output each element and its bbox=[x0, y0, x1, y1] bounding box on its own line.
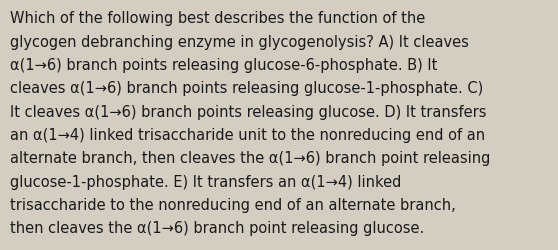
Text: Which of the following best describes the function of the: Which of the following best describes th… bbox=[10, 11, 425, 26]
Text: alternate branch, then cleaves the α(1→6) branch point releasing: alternate branch, then cleaves the α(1→6… bbox=[10, 151, 490, 166]
Text: an α(1→4) linked trisaccharide unit to the nonreducing end of an: an α(1→4) linked trisaccharide unit to t… bbox=[10, 128, 485, 142]
Text: trisaccharide to the nonreducing end of an alternate branch,: trisaccharide to the nonreducing end of … bbox=[10, 197, 456, 212]
Text: glycogen debranching enzyme in glycogenolysis? A) It cleaves: glycogen debranching enzyme in glycogeno… bbox=[10, 34, 469, 50]
Text: cleaves α(1→6) branch points releasing glucose-1-phosphate. C): cleaves α(1→6) branch points releasing g… bbox=[10, 81, 483, 96]
Text: glucose-1-phosphate. E) It transfers an α(1→4) linked: glucose-1-phosphate. E) It transfers an … bbox=[10, 174, 401, 189]
Text: It cleaves α(1→6) branch points releasing glucose. D) It transfers: It cleaves α(1→6) branch points releasin… bbox=[10, 104, 487, 119]
Text: α(1→6) branch points releasing glucose-6-phosphate. B) It: α(1→6) branch points releasing glucose-6… bbox=[10, 58, 437, 73]
Text: then cleaves the α(1→6) branch point releasing glucose.: then cleaves the α(1→6) branch point rel… bbox=[10, 220, 424, 236]
